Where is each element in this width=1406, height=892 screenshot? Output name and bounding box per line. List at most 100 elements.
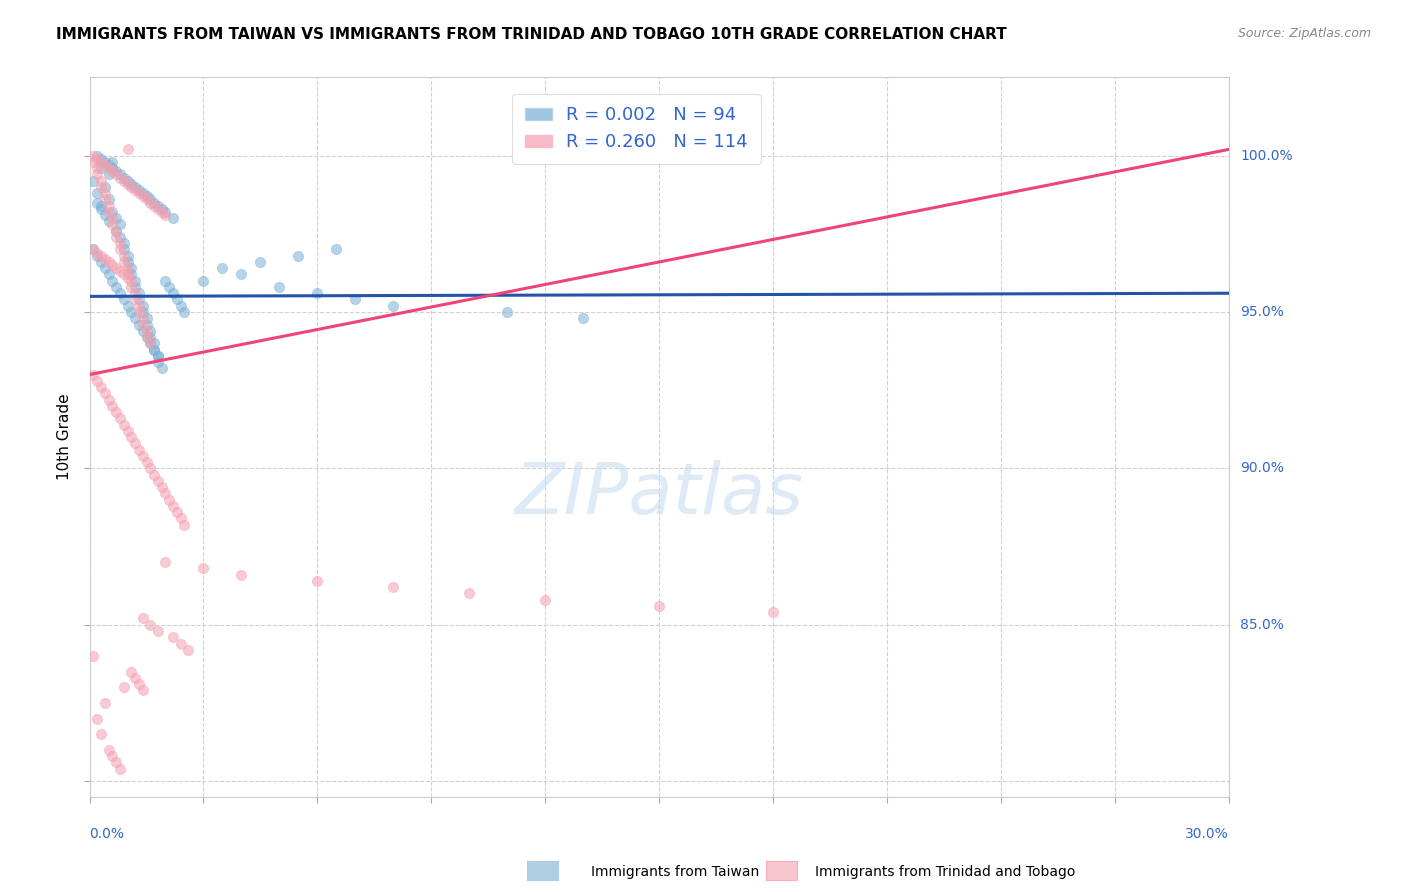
Point bbox=[120, 268, 142, 282]
Point bbox=[86, 168, 108, 182]
Point bbox=[120, 430, 142, 444]
Point bbox=[150, 205, 173, 219]
Point bbox=[124, 274, 146, 288]
Point bbox=[97, 161, 120, 175]
Point bbox=[211, 261, 233, 276]
Text: 85.0%: 85.0% bbox=[1240, 618, 1284, 632]
Point bbox=[249, 255, 271, 269]
Point bbox=[86, 245, 108, 260]
Point bbox=[90, 180, 112, 194]
Point bbox=[146, 349, 169, 363]
Point bbox=[93, 696, 115, 710]
Point bbox=[131, 318, 153, 332]
Point bbox=[112, 681, 135, 695]
Point bbox=[93, 261, 115, 276]
Point bbox=[139, 461, 162, 475]
Point bbox=[101, 211, 124, 226]
Point bbox=[162, 499, 184, 513]
Point bbox=[101, 274, 124, 288]
Point bbox=[112, 293, 135, 307]
Point bbox=[146, 199, 169, 213]
Point bbox=[131, 611, 153, 625]
Point bbox=[150, 361, 173, 376]
Point bbox=[170, 299, 193, 313]
Text: Immigrants from Trinidad and Tobago: Immigrants from Trinidad and Tobago bbox=[815, 865, 1076, 880]
Point bbox=[112, 174, 135, 188]
Point bbox=[162, 211, 184, 226]
Point bbox=[93, 193, 115, 207]
Point bbox=[382, 299, 405, 313]
Point bbox=[135, 193, 157, 207]
Point bbox=[97, 392, 120, 407]
Point bbox=[131, 186, 153, 201]
Point bbox=[105, 261, 128, 276]
Point bbox=[173, 305, 195, 319]
Point bbox=[124, 671, 146, 685]
Point bbox=[120, 274, 142, 288]
Point bbox=[150, 202, 173, 216]
Point bbox=[135, 330, 157, 344]
Point bbox=[82, 243, 104, 257]
Point bbox=[90, 199, 112, 213]
Point bbox=[166, 293, 188, 307]
Point bbox=[90, 202, 112, 216]
Point bbox=[157, 280, 180, 294]
Point bbox=[173, 517, 195, 532]
Point bbox=[128, 318, 150, 332]
Point bbox=[155, 274, 177, 288]
Point bbox=[90, 152, 112, 166]
Point bbox=[105, 224, 128, 238]
Point bbox=[128, 286, 150, 301]
Point bbox=[124, 280, 146, 294]
Point bbox=[105, 164, 128, 178]
Point bbox=[139, 193, 162, 207]
Legend: R = 0.002   N = 94, R = 0.260   N = 114: R = 0.002 N = 94, R = 0.260 N = 114 bbox=[512, 94, 761, 164]
Point bbox=[162, 286, 184, 301]
Point bbox=[155, 208, 177, 222]
Point bbox=[307, 286, 329, 301]
Point bbox=[120, 180, 142, 194]
Point bbox=[534, 592, 557, 607]
Point bbox=[193, 561, 215, 575]
Point bbox=[101, 399, 124, 413]
Point bbox=[117, 249, 139, 263]
Point bbox=[97, 255, 120, 269]
Point bbox=[108, 762, 131, 776]
Point bbox=[108, 218, 131, 232]
Point bbox=[86, 161, 108, 175]
Point bbox=[117, 142, 139, 156]
Point bbox=[108, 243, 131, 257]
Point bbox=[117, 174, 139, 188]
Point bbox=[93, 386, 115, 401]
Point bbox=[112, 249, 135, 263]
Point bbox=[112, 170, 135, 185]
Point bbox=[90, 727, 112, 741]
Point bbox=[86, 712, 108, 726]
Point bbox=[120, 261, 142, 276]
Point bbox=[496, 305, 519, 319]
Point bbox=[150, 480, 173, 494]
Point bbox=[458, 586, 481, 600]
Point bbox=[146, 355, 169, 369]
Point bbox=[90, 174, 112, 188]
Point bbox=[143, 199, 166, 213]
Point bbox=[82, 648, 104, 663]
Point bbox=[101, 161, 124, 175]
Point bbox=[112, 417, 135, 432]
Text: 95.0%: 95.0% bbox=[1240, 305, 1284, 319]
Point bbox=[124, 183, 146, 197]
Point bbox=[307, 574, 329, 588]
Point bbox=[124, 293, 146, 307]
Point bbox=[108, 411, 131, 425]
Point bbox=[117, 177, 139, 191]
Point bbox=[124, 180, 146, 194]
Point bbox=[112, 236, 135, 251]
Point bbox=[97, 214, 120, 228]
Point bbox=[139, 330, 162, 344]
Point bbox=[120, 665, 142, 679]
Point bbox=[146, 202, 169, 216]
Point bbox=[146, 349, 169, 363]
Point bbox=[344, 293, 367, 307]
Point bbox=[162, 630, 184, 644]
Point bbox=[143, 467, 166, 482]
